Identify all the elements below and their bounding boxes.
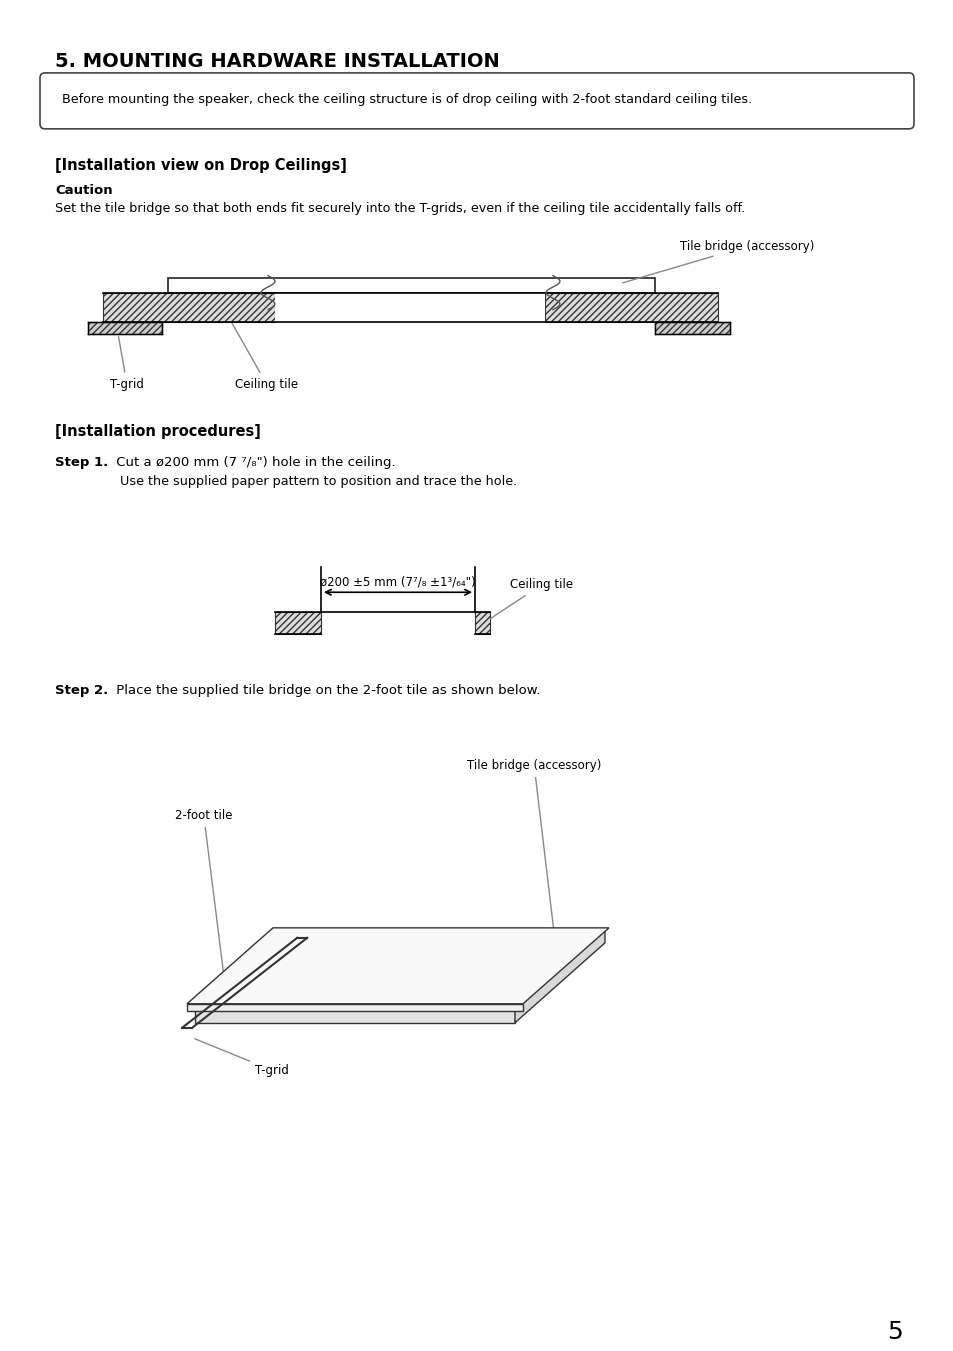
- Bar: [103, 293, 274, 322]
- Text: 5. MOUNTING HARDWARE INSTALLATION: 5. MOUNTING HARDWARE INSTALLATION: [55, 51, 499, 72]
- Text: Tile bridge (accessory): Tile bridge (accessory): [622, 239, 814, 282]
- Polygon shape: [187, 928, 608, 1004]
- Text: [Installation procedures]: [Installation procedures]: [55, 424, 260, 439]
- Text: Tile bridge (accessory): Tile bridge (accessory): [467, 759, 600, 958]
- Bar: [168, 278, 655, 293]
- Text: Ceiling tile: Ceiling tile: [232, 322, 297, 390]
- Polygon shape: [187, 1004, 522, 1011]
- Bar: [655, 322, 729, 334]
- Text: T-grid: T-grid: [194, 1039, 289, 1077]
- Text: Use the supplied paper pattern to position and trace the hole.: Use the supplied paper pattern to positi…: [120, 476, 517, 489]
- Bar: [475, 612, 490, 634]
- Polygon shape: [515, 929, 604, 1023]
- Text: Caution: Caution: [55, 184, 112, 197]
- Ellipse shape: [316, 944, 424, 997]
- Text: [Installation view on Drop Ceilings]: [Installation view on Drop Ceilings]: [55, 158, 347, 173]
- Bar: [274, 293, 544, 322]
- Text: Ceiling tile: Ceiling tile: [490, 578, 573, 619]
- Text: Before mounting the speaker, check the ceiling structure is of drop ceiling with: Before mounting the speaker, check the c…: [62, 93, 752, 105]
- Bar: [544, 293, 718, 322]
- Bar: [274, 612, 320, 634]
- Text: Cut a ø200 mm (7 ⁷/₈") hole in the ceiling.: Cut a ø200 mm (7 ⁷/₈") hole in the ceili…: [112, 457, 395, 469]
- Polygon shape: [194, 1009, 515, 1023]
- Text: Set the tile bridge so that both ends fit securely into the T-grids, even if the: Set the tile bridge so that both ends fi…: [55, 201, 744, 215]
- Text: Place the supplied tile bridge on the 2-foot tile as shown below.: Place the supplied tile bridge on the 2-…: [112, 684, 540, 697]
- Text: 5: 5: [886, 1320, 902, 1344]
- Text: ø200 ±5 mm (7⁷/₈ ±1³/₆₄"): ø200 ±5 mm (7⁷/₈ ±1³/₆₄"): [320, 576, 476, 588]
- Text: T-grid: T-grid: [110, 336, 144, 390]
- Polygon shape: [194, 929, 604, 1009]
- FancyBboxPatch shape: [40, 73, 913, 128]
- Text: 2-foot tile: 2-foot tile: [174, 809, 233, 982]
- Text: Step 1.: Step 1.: [55, 457, 108, 469]
- Text: Step 2.: Step 2.: [55, 684, 108, 697]
- Bar: [88, 322, 162, 334]
